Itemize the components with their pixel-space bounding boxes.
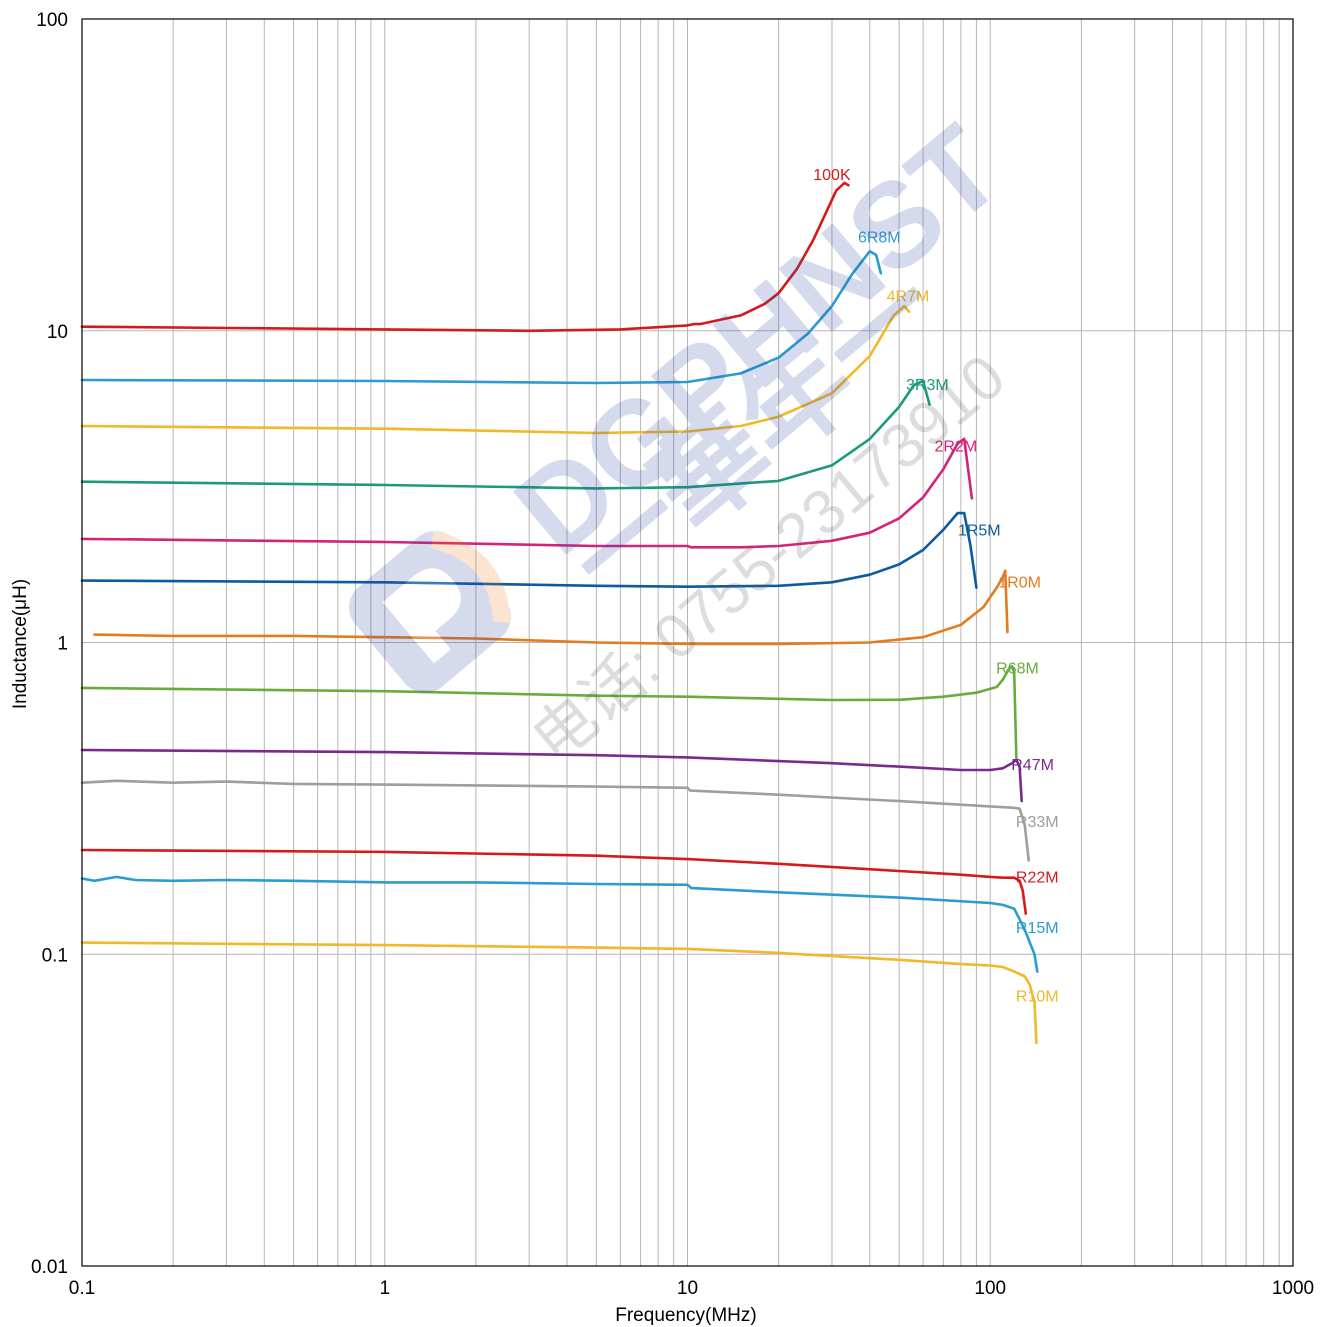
series-label-6r8m: 6R8M [858,229,901,246]
series-line-r15m [80,875,1039,973]
series-line-6r8m [80,249,883,385]
watermark-logo-icon [349,530,511,693]
x-tick-label: 1 [379,1278,390,1299]
series-line-1r0m [93,569,1009,646]
series-line-r22m [80,848,1028,915]
series-line-r68m [80,664,1018,762]
series-label-100k: 100K [813,167,851,184]
series-line-r47m [80,748,1024,803]
series-line-3r3m [80,379,931,490]
series-line-100k [80,181,850,333]
series-label-4r7m: 4R7M [887,289,930,306]
series-label-r68m: R68M [996,661,1039,678]
x-tick-label: 0.1 [69,1278,95,1299]
y-tick-label: 1 [57,634,68,655]
series-layer: 100K 6R8M 4R7M 3R3M 2R2M 1R5M 1R0M R68M R47M R33M… [80,167,1059,1045]
series-label-3r3m: 3R3M [906,377,949,394]
x-tick-label: 10 [677,1278,698,1299]
series-label-r22m: R22M [1016,869,1059,886]
series-label-r10m: R10M [1016,989,1059,1006]
y-tick-label: 0.01 [31,1257,68,1278]
series-label-1r0m: 1R0M [998,575,1041,592]
series-label-r15m: R15M [1016,920,1059,937]
series-line-4r7m [80,304,911,435]
series-label-2r2m: 2R2M [935,438,978,455]
x-tick-label: 100 [974,1278,1006,1299]
series-label-r33m: R33M [1016,814,1059,831]
y-tick-label: 0.1 [42,945,68,966]
y-tick-label: 100 [36,10,68,31]
series-label-r47m: R47M [1011,757,1054,774]
series-line-1r5m [80,511,978,589]
y-axis-title: Inductance(μH) [10,579,31,709]
x-tick-label: 1000 [1272,1278,1314,1299]
series-label-1r5m: 1R5M [958,523,1001,540]
x-axis-title: Frequency(MHz) [615,1305,756,1326]
series-line-r33m [80,779,1030,862]
plot-frame [81,18,1294,1267]
y-tick-label: 10 [47,322,68,343]
series-line-r10m [80,941,1038,1045]
series-line-2r2m [80,437,974,549]
